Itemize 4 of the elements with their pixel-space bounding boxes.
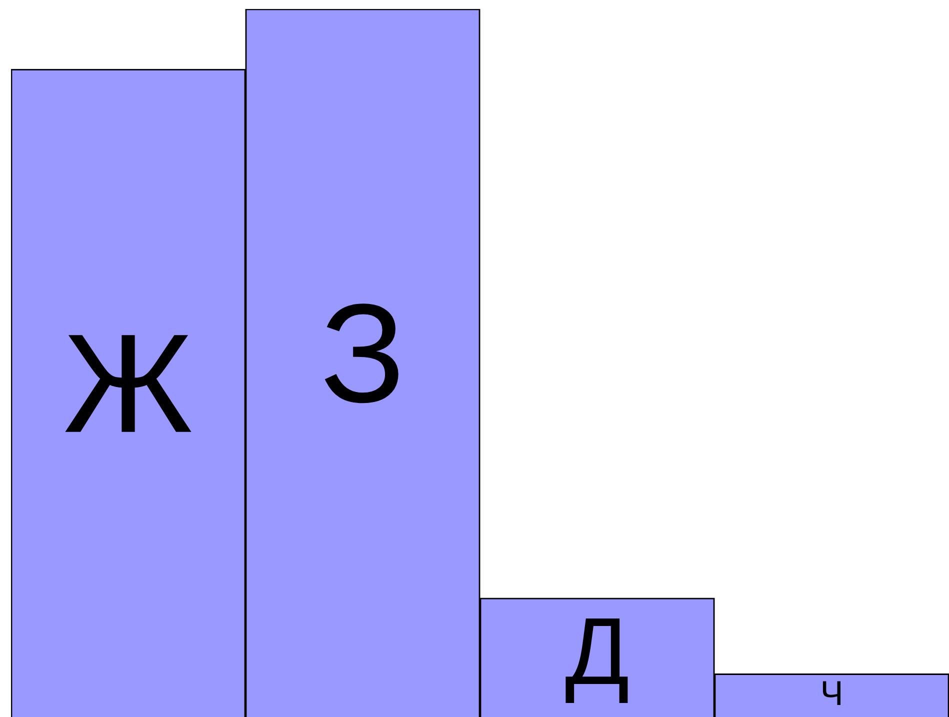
x-tick-label: З [320, 274, 406, 432]
x-tick-label: Ж [63, 304, 194, 462]
x-tick-label: Д [565, 598, 630, 705]
x-tick-label: Ч [820, 674, 844, 713]
